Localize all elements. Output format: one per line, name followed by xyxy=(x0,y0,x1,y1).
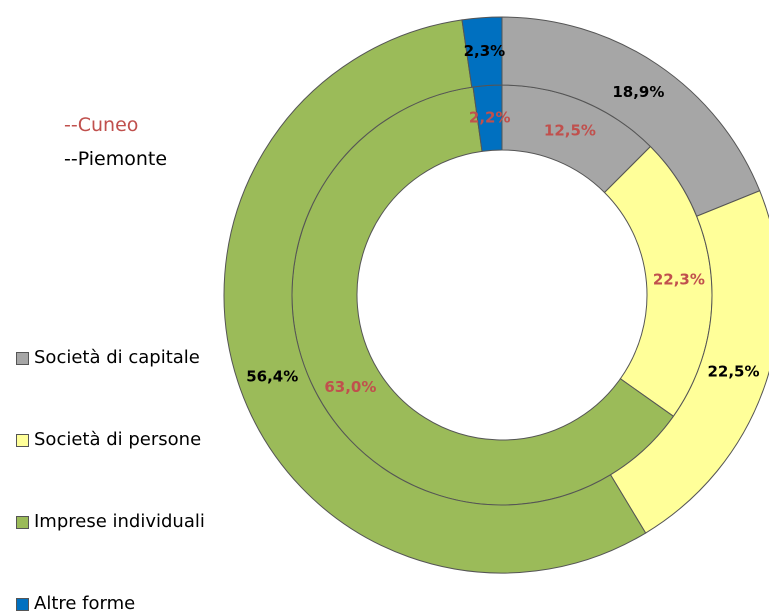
data-label: 12,5% xyxy=(544,122,596,140)
data-label: 63,0% xyxy=(324,378,376,396)
legend-swatch xyxy=(16,598,29,611)
legend-label: Altre forme xyxy=(34,593,136,614)
data-label: 2,3% xyxy=(464,42,506,60)
legend-item: Altre forme xyxy=(16,592,214,615)
legend-item: Società di capitale xyxy=(16,346,214,370)
legend-label: Società di capitale xyxy=(34,347,200,368)
legend-swatch xyxy=(16,352,29,365)
data-label: 2,2% xyxy=(469,108,511,126)
donut-segment xyxy=(461,16,503,88)
series-name: --Piemonte xyxy=(64,148,168,170)
series-name: --Cuneo xyxy=(64,114,139,136)
legend-swatch xyxy=(16,516,29,529)
data-label: 18,9% xyxy=(612,83,664,101)
data-label: 56,4% xyxy=(246,368,298,386)
legend-item: Imprese individuali xyxy=(16,510,214,534)
data-label: 22,5% xyxy=(707,363,759,381)
legend-item: Società di persone xyxy=(16,428,214,452)
donut-segment xyxy=(223,19,647,574)
legend-label: Imprese individuali xyxy=(34,511,205,532)
legend-swatch xyxy=(16,434,29,447)
legend-label: Società di persone xyxy=(34,429,202,450)
data-label: 22,3% xyxy=(653,270,705,288)
